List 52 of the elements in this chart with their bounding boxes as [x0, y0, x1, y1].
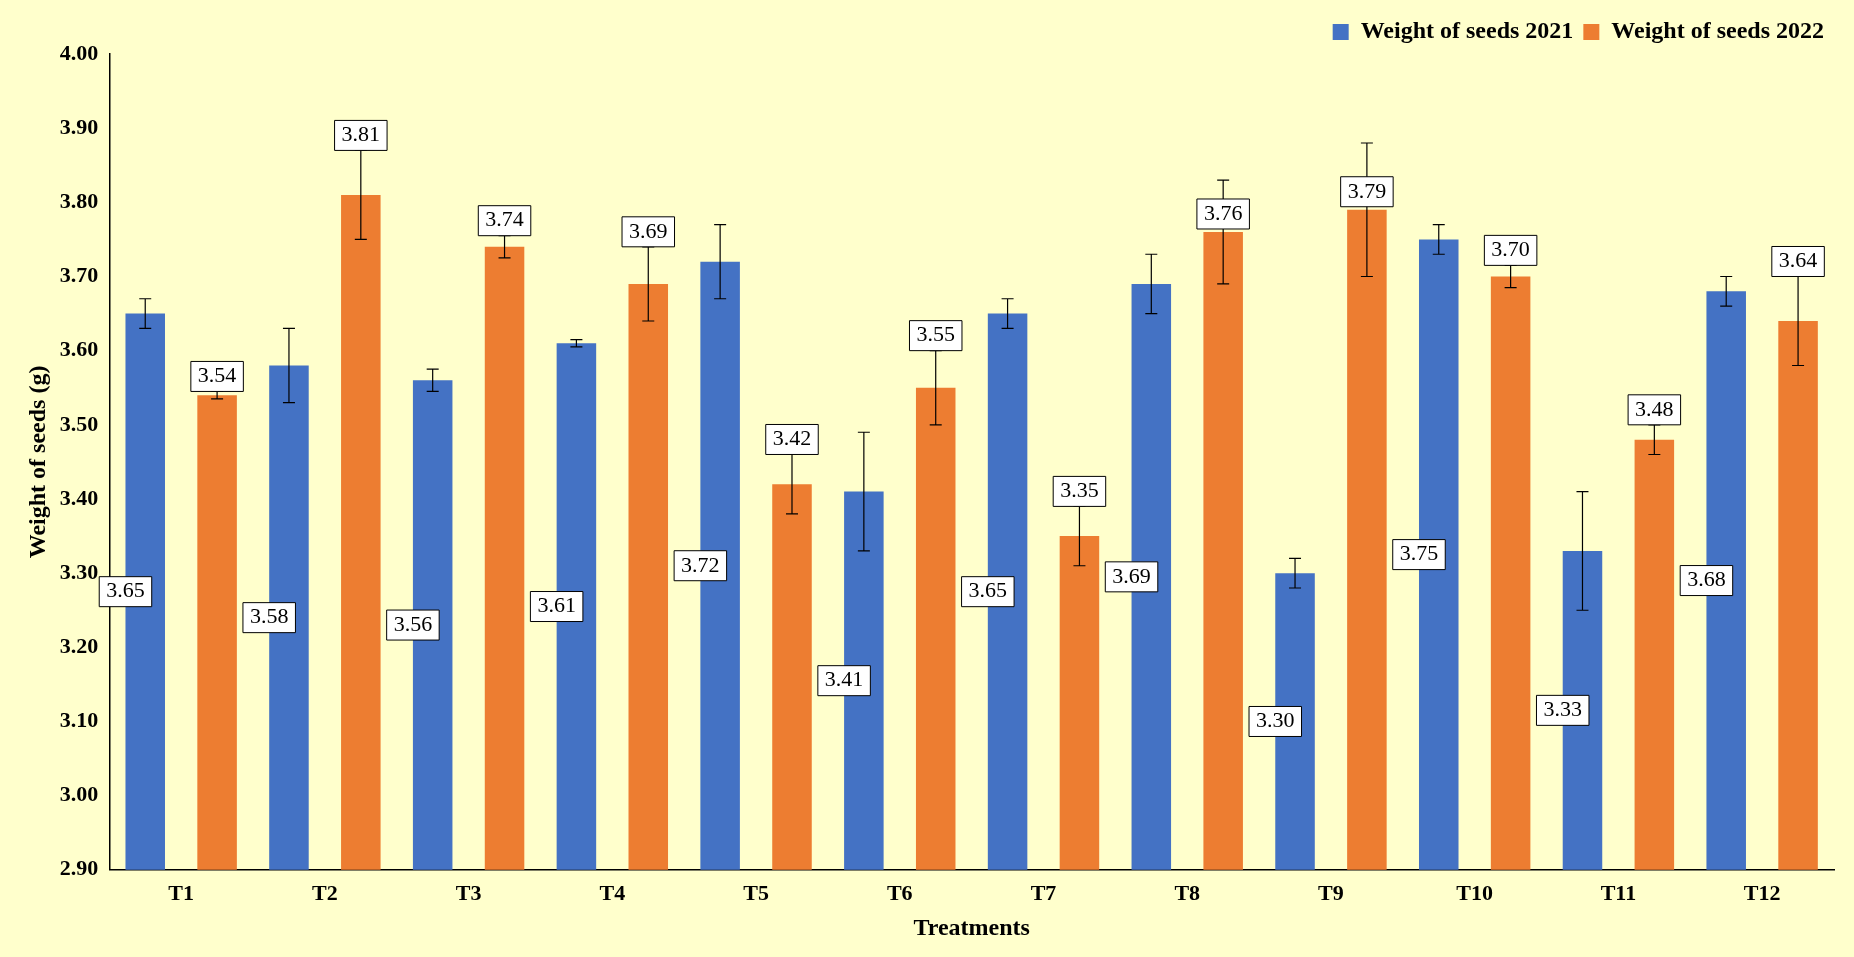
x-tick-label: T5 — [743, 879, 769, 905]
y-tick-label: 3.60 — [59, 336, 99, 362]
data-label: 3.35 — [1060, 477, 1099, 503]
y-tick-label: 3.10 — [59, 707, 99, 733]
y-tick-label: 3.80 — [59, 188, 99, 214]
data-label: 3.41 — [824, 666, 864, 692]
data-label: 3.33 — [1543, 696, 1582, 722]
y-tick-label: 3.70 — [59, 262, 99, 288]
data-label: 3.70 — [1491, 236, 1530, 262]
data-label: 3.69 — [629, 217, 668, 243]
y-axis-title: Weight of seeds (g) — [23, 365, 50, 559]
legend-label: Weight of seeds 2021 — [1360, 17, 1574, 44]
y-tick-label: 3.50 — [59, 410, 99, 436]
x-tick-label: T7 — [1030, 879, 1057, 905]
y-tick-label: 3.00 — [59, 781, 99, 807]
y-tick-label: 4.00 — [59, 39, 99, 65]
y-tick-label: 2.90 — [59, 855, 99, 881]
data-label: 3.81 — [341, 121, 381, 147]
x-tick-label: T8 — [1174, 879, 1201, 905]
data-label: 3.75 — [1399, 540, 1439, 566]
y-tick-label: 3.30 — [59, 558, 99, 584]
x-tick-label: T3 — [455, 879, 482, 905]
data-label: 3.69 — [1112, 562, 1151, 588]
data-label: 3.65 — [106, 577, 145, 603]
x-tick-label: T11 — [1600, 879, 1637, 905]
x-tick-label: T12 — [1743, 879, 1781, 905]
data-label: 3.55 — [916, 321, 955, 347]
x-tick-label: T4 — [599, 879, 626, 905]
data-label: 3.54 — [197, 362, 237, 388]
x-tick-label: T6 — [886, 879, 913, 905]
y-tick-label: 3.40 — [59, 484, 99, 510]
x-tick-label: T10 — [1456, 879, 1494, 905]
data-label: 3.74 — [485, 206, 524, 232]
data-label: 3.65 — [968, 577, 1008, 603]
data-label: 3.72 — [681, 551, 720, 577]
data-label: 3.58 — [249, 603, 289, 629]
data-label: 3.30 — [1256, 707, 1295, 733]
data-label: 3.64 — [1778, 247, 1818, 273]
data-label: 3.61 — [537, 592, 576, 618]
x-tick-label: T2 — [312, 879, 338, 905]
y-tick-label: 3.20 — [59, 633, 99, 658]
data-label: 3.68 — [1687, 566, 1726, 592]
data-label: 3.79 — [1347, 177, 1387, 203]
x-tick-label: T1 — [168, 879, 195, 905]
y-tick-label: 3.90 — [59, 113, 99, 139]
legend-label: Weight of seeds 2022 — [1611, 17, 1825, 44]
x-tick-label: T9 — [1318, 879, 1344, 905]
x-axis-title: Treatments — [913, 913, 1030, 940]
data-label: 3.48 — [1635, 395, 1674, 421]
data-label: 3.56 — [393, 610, 433, 636]
data-label: 3.42 — [772, 425, 812, 451]
data-label: 3.76 — [1203, 199, 1243, 225]
